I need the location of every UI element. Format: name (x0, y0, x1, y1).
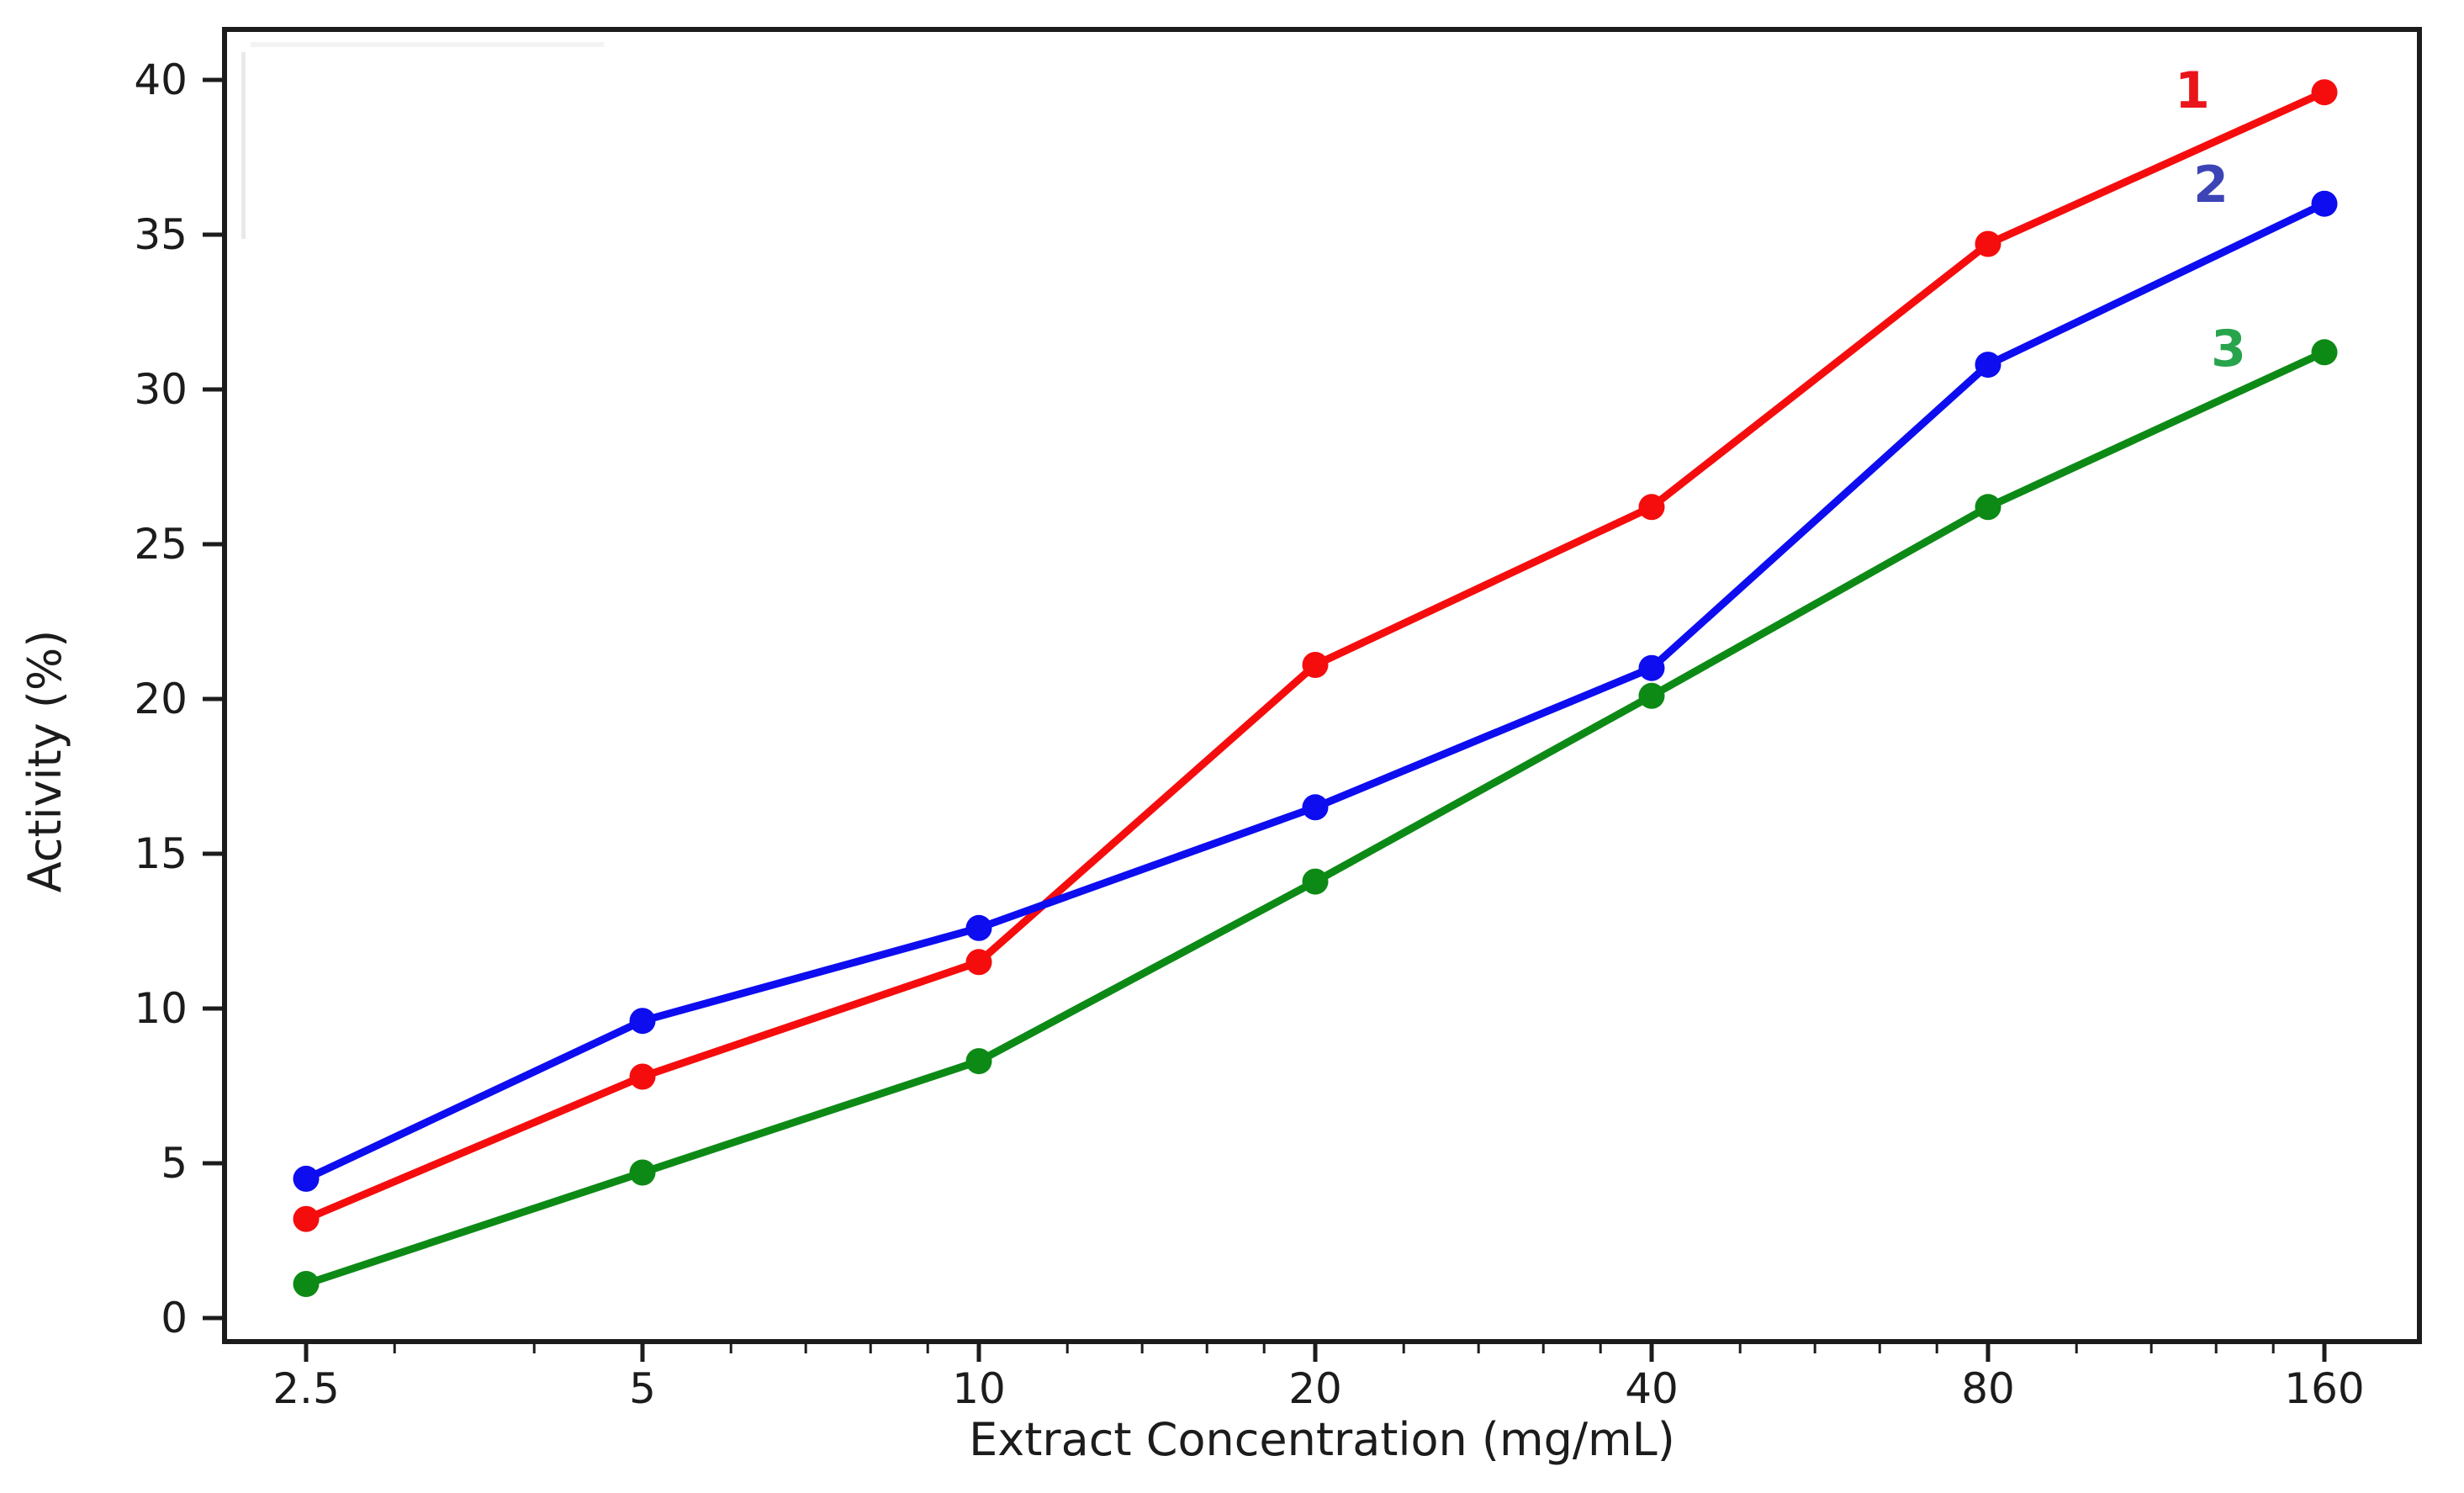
x-tick-label: 160 (2284, 1364, 2364, 1413)
data-point-series3-x10 (965, 1048, 992, 1075)
y-tick-label: 35 (134, 210, 188, 259)
x-tick-label: 80 (1961, 1364, 2015, 1413)
data-point-series3-x40 (1638, 682, 1665, 709)
y-tick-label: 0 (161, 1294, 188, 1342)
y-tick-label: 25 (134, 520, 188, 569)
axes-layer: 2.5 5 10 20 40 80 160 0 5 10 15 20 25 30 35 40 (134, 27, 2422, 1413)
y-tick-label: 15 (134, 829, 188, 878)
x-axis-title: Extract Concentration (mg/mL) (969, 1413, 1675, 1466)
data-point-series1-x20 (1302, 652, 1329, 678)
series-labels-layer: 1 2 3 (2175, 61, 2246, 379)
artifact-horizontal-streak (251, 42, 604, 47)
series-label-2: 2 (2193, 156, 2229, 214)
data-point-series1-x160 (2311, 79, 2338, 106)
compression-artifacts (241, 42, 604, 239)
data-point-series2-x40 (1638, 654, 1665, 681)
y-axis-title: Activity (%) (19, 630, 71, 893)
data-point-series2-x5 (629, 1008, 656, 1035)
y-tick-label: 30 (134, 365, 188, 414)
data-point-series1-x2.5 (293, 1205, 320, 1232)
x-tick-label: 20 (1288, 1364, 1342, 1413)
data-point-series3-x5 (629, 1159, 656, 1186)
y-tick-label: 20 (134, 675, 188, 723)
x-tick-label: 2.5 (272, 1364, 340, 1413)
series-label-3: 3 (2211, 320, 2246, 379)
data-point-series1-x80 (1975, 230, 2001, 257)
artifact-vertical-streak (241, 52, 246, 239)
y-tick-label: 10 (134, 984, 188, 1033)
data-point-series3-x2.5 (293, 1271, 320, 1297)
data-point-series3-x20 (1302, 868, 1329, 895)
data-point-series2-x10 (965, 914, 992, 941)
data-point-series1-x5 (629, 1063, 656, 1090)
series-line-2 (302, 199, 2329, 1183)
data-point-series2-x20 (1302, 794, 1329, 821)
data-point-series1-x10 (965, 949, 992, 976)
data-point-series3-x80 (1975, 494, 2001, 521)
data-point-series2-x160 (2311, 190, 2338, 217)
data-point-series2-x80 (1975, 352, 2001, 379)
y-tick-label: 40 (134, 56, 188, 104)
data-point-series1-x40 (1638, 494, 1665, 521)
x-tick-label: 40 (1625, 1364, 1679, 1413)
series-label-1: 1 (2175, 61, 2210, 120)
data-point-series2-x2.5 (293, 1165, 320, 1192)
x-tick-label: 10 (952, 1364, 1006, 1413)
data-series-layer (293, 79, 2338, 1297)
data-point-series3-x160 (2311, 339, 2338, 366)
y-tick-label: 5 (161, 1139, 188, 1188)
x-tick-label: 5 (629, 1364, 656, 1413)
plot-border (222, 27, 2422, 1344)
